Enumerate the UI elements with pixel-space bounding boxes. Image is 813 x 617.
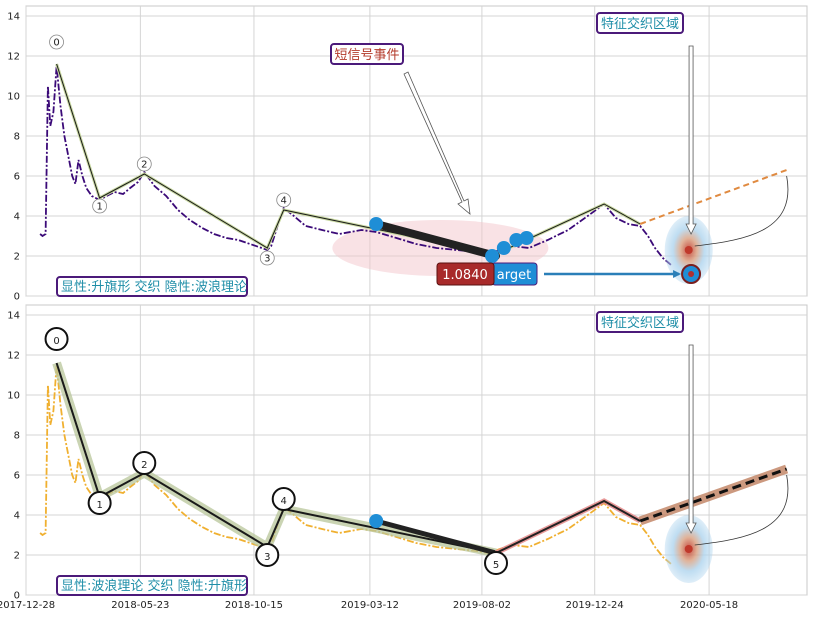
short-signal-box — [330, 43, 404, 65]
wave-label: 1 — [96, 500, 102, 511]
wave-label: 4 — [281, 496, 287, 507]
wave-label: 2 — [141, 160, 147, 171]
signal-dot — [496, 241, 511, 255]
pattern-label: 显性:升旗形 交织 隐性:波浪理论 — [61, 279, 247, 295]
y-tick-label: 14 — [7, 12, 20, 23]
x-tick-label: 2019-03-12 — [341, 600, 399, 611]
zone-arrow-curve — [694, 175, 789, 247]
signal-line — [373, 518, 499, 556]
x-tick-label: 2019-08-02 — [453, 600, 511, 611]
wave-label-circle — [44, 327, 69, 351]
zone-arrow-curve — [694, 474, 789, 546]
wave-label: 2 — [141, 460, 147, 471]
target-dot-core — [688, 271, 695, 277]
wave-label-circle — [49, 34, 64, 50]
wave-label-circle — [255, 543, 280, 567]
target-price: 1.0840 — [442, 268, 488, 283]
pattern-label-box — [56, 276, 248, 297]
feature-zone-arrow — [685, 344, 697, 534]
price-line — [39, 364, 673, 566]
y-tick-label: 4 — [14, 511, 20, 522]
wave-label-circle — [136, 156, 152, 172]
y-tick-label: 0 — [14, 292, 20, 303]
pattern-label: 显性:波浪理论 交织 隐性:升旗形 — [61, 578, 247, 594]
target-text: arget — [497, 268, 531, 283]
y-tick-label: 2 — [14, 252, 20, 263]
feature-zone-center — [684, 246, 693, 254]
y-tick-label: 12 — [7, 52, 20, 63]
wave-label: 3 — [264, 552, 270, 563]
y-tick-label: 8 — [14, 431, 20, 442]
feature-zone-arrow — [685, 45, 697, 235]
y-tick-label: 6 — [14, 471, 20, 482]
pattern-line — [56, 63, 641, 255]
wave-label: 1 — [96, 202, 102, 213]
short-signal-label: 短信号事件 — [334, 48, 399, 63]
y-tick-label: 2 — [14, 551, 20, 562]
short-signal-arrow — [403, 71, 471, 215]
target-price-badge — [436, 262, 495, 286]
target-arrow-head — [673, 270, 682, 278]
wave-label-circle — [92, 198, 108, 214]
projection-line — [639, 169, 787, 225]
wave-label: 0 — [53, 38, 59, 49]
x-tick-label: 2019-12-24 — [566, 600, 624, 611]
y-tick-label: 14 — [7, 311, 20, 322]
wave-label-circle — [132, 451, 157, 475]
signal-dot — [519, 231, 534, 245]
flag-line — [495, 499, 641, 554]
wave-label: 5 — [493, 560, 499, 571]
wave-label: 0 — [53, 336, 59, 347]
feature-zone-box — [596, 12, 684, 34]
wave-label-circle — [87, 491, 112, 515]
x-tick-label: 2018-05-23 — [111, 600, 169, 611]
x-tick-label: 2018-10-15 — [225, 600, 283, 611]
feature-zone-label: 特征交织区域 — [601, 16, 679, 32]
projection-line — [639, 467, 788, 523]
wave-line — [55, 362, 497, 554]
feature-zone-center — [684, 545, 693, 553]
wave-label-circle — [271, 487, 296, 511]
top-panel: 0246810121401234短信号事件arget1.0840特征交织区域显性… — [7, 5, 808, 303]
y-tick-label: 10 — [7, 391, 20, 402]
y-tick-label: 0 — [14, 591, 20, 602]
y-tick-label: 8 — [14, 132, 20, 143]
signal-line — [372, 220, 501, 260]
signal-dot — [369, 217, 384, 231]
feature-zone-label: 特征交织区域 — [601, 315, 679, 331]
pattern-label-box — [56, 575, 248, 596]
wave-label-circle — [259, 250, 275, 266]
y-tick-label: 10 — [7, 92, 20, 103]
wave-label-circle — [484, 551, 509, 575]
price-line — [39, 65, 673, 267]
signal-dot — [369, 514, 384, 528]
y-tick-label: 4 — [14, 212, 20, 223]
wave-label: 4 — [281, 196, 287, 207]
signal-dot — [485, 249, 500, 263]
feature-zone-box — [596, 311, 684, 333]
y-tick-label: 12 — [7, 351, 20, 362]
wave-label-circle — [276, 192, 292, 208]
y-tick-label: 6 — [14, 172, 20, 183]
x-tick-label: 2017-12-28 — [0, 600, 55, 611]
x-tick-label: 2020-05-18 — [680, 600, 738, 611]
wave-label: 3 — [264, 254, 270, 265]
